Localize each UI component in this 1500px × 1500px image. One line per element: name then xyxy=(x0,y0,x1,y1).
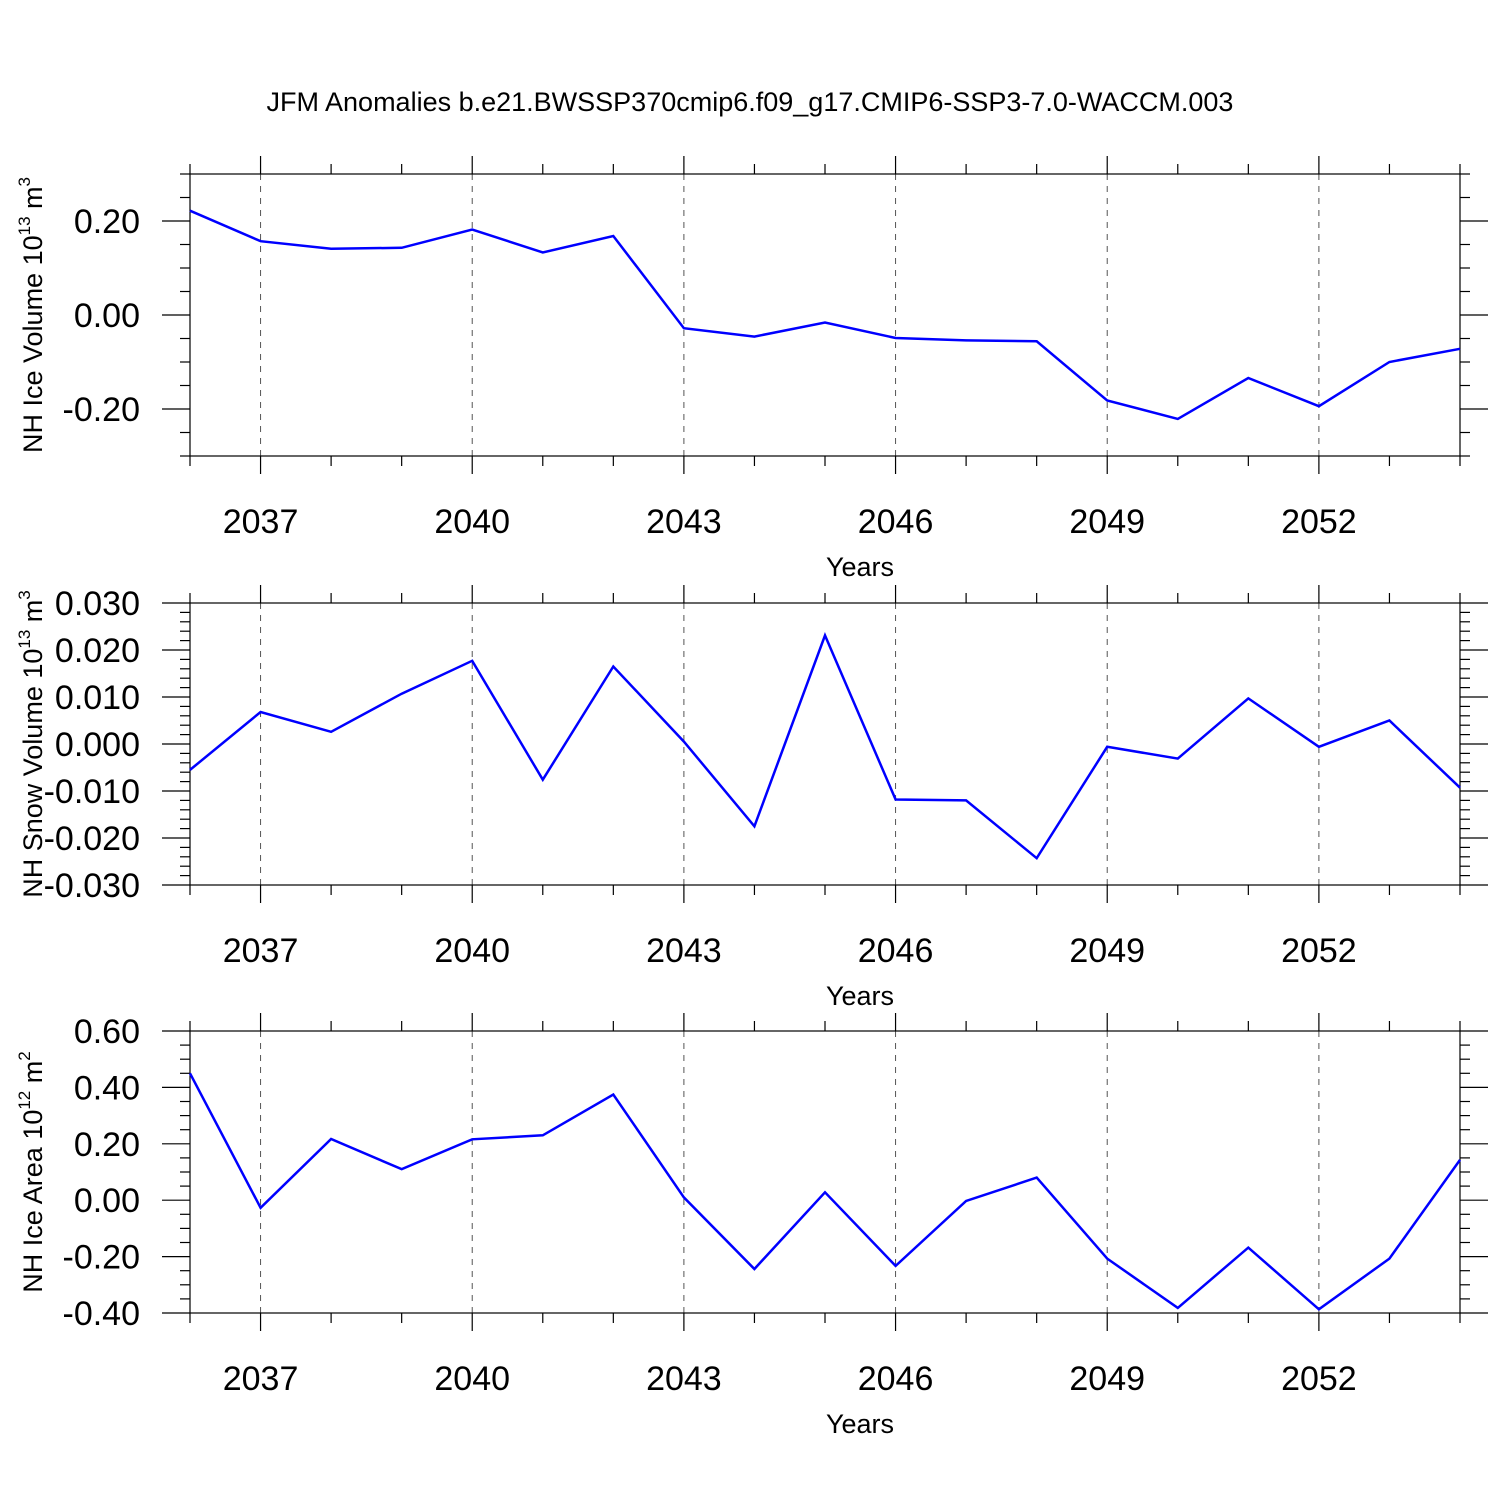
y-tick-label: 0.40 xyxy=(74,1069,140,1107)
y-tick-label: 0.00 xyxy=(74,297,140,335)
x-axis-label: Years xyxy=(826,552,894,582)
x-tick-label: 2037 xyxy=(223,932,299,970)
series-line xyxy=(189,209,1461,421)
x-tick-label: 2049 xyxy=(1069,932,1145,970)
panel-2: 2037 2040 2043 2046 2049 2052 -0.030 -0.020 -0.0… xyxy=(15,585,1488,1011)
x-tick-label: 2037 xyxy=(223,1360,299,1398)
y-axis-label-main: NH Ice Volume 10 xyxy=(18,235,48,453)
y-axis-label-exponent: 13 xyxy=(15,216,34,235)
panel-3: 2037 2040 2043 2046 2049 2052 -0.40 -0.20 0.00 0.… xyxy=(15,1013,1488,1439)
x-tick-label: 2052 xyxy=(1281,932,1357,970)
x-tick-label: 2040 xyxy=(434,1360,510,1398)
y-axis-label-unit: m xyxy=(18,186,48,216)
x-tick-label: 2049 xyxy=(1069,1360,1145,1398)
y-tick-label: 0.20 xyxy=(74,203,140,241)
plot-frame xyxy=(189,173,1461,457)
y-tick-label: 0.00 xyxy=(74,1182,140,1220)
x-tick-label: 2037 xyxy=(223,503,299,541)
figure-title: JFM Anomalies b.e21.BWSSP370cmip6.f09_g1… xyxy=(267,87,1234,117)
y-axis-label-main: NH Ice Area 10 xyxy=(18,1110,48,1293)
x-tick-label: 2040 xyxy=(434,932,510,970)
y-tick-label: -0.20 xyxy=(63,1239,141,1277)
y-tick-label: -0.40 xyxy=(63,1295,141,1333)
series-line xyxy=(189,632,1461,861)
y-tick-label: -0.020 xyxy=(44,820,140,858)
y-axis-label-unit: m xyxy=(18,1061,48,1091)
y-tick-label: 0.010 xyxy=(55,679,140,717)
y-tick-label: 0.030 xyxy=(55,585,140,623)
x-tick-label: 2043 xyxy=(646,503,722,541)
series-line xyxy=(188,1072,1462,1311)
y-tick-label: 0.020 xyxy=(55,632,140,670)
x-tick-label: 2046 xyxy=(858,932,934,970)
y-axis-label-exponent: 13 xyxy=(15,630,34,649)
x-tick-label: 2046 xyxy=(858,503,934,541)
y-axis-label-unit-exponent: 3 xyxy=(15,177,34,186)
y-axis-label: NH Snow Volume 1013 m3 xyxy=(15,590,48,898)
x-tick-label: 2046 xyxy=(858,1360,934,1398)
x-axis-label: Years xyxy=(826,981,894,1011)
plot-frame xyxy=(189,1030,1461,1314)
x-tick-label: 2052 xyxy=(1281,503,1357,541)
x-axis-label: Years xyxy=(826,1409,894,1439)
y-tick-label: -0.010 xyxy=(44,773,140,811)
y-axis-label-unit-exponent: 3 xyxy=(15,590,34,599)
x-tick-label: 2049 xyxy=(1069,503,1145,541)
y-axis-label-unit-exponent: 2 xyxy=(15,1051,34,1060)
y-tick-label: 0.20 xyxy=(74,1126,140,1164)
y-axis-label-unit: m xyxy=(18,600,48,630)
y-tick-label: 0.000 xyxy=(55,726,140,764)
y-tick-label: 0.60 xyxy=(74,1013,140,1051)
x-tick-label: 2052 xyxy=(1281,1360,1357,1398)
y-axis-label: NH Ice Area 1012 m2 xyxy=(15,1051,48,1292)
y-tick-label: -0.030 xyxy=(44,867,140,905)
y-axis-label-main: NH Snow Volume 10 xyxy=(18,649,48,898)
y-tick-label: -0.20 xyxy=(63,391,141,429)
x-tick-label: 2043 xyxy=(646,1360,722,1398)
panels-container: 2037 2040 2043 2046 2049 2052 -0.20 0.00 0.20 Yea… xyxy=(15,156,1488,1439)
y-axis-label-exponent: 12 xyxy=(15,1091,34,1110)
y-axis-label: NH Ice Volume 1013 m3 xyxy=(15,177,48,453)
x-tick-label: 2043 xyxy=(646,932,722,970)
x-tick-label: 2040 xyxy=(434,503,510,541)
plot-frame xyxy=(189,602,1461,886)
panel-1: 2037 2040 2043 2046 2049 2052 -0.20 0.00 0.20 Yea… xyxy=(15,156,1488,582)
